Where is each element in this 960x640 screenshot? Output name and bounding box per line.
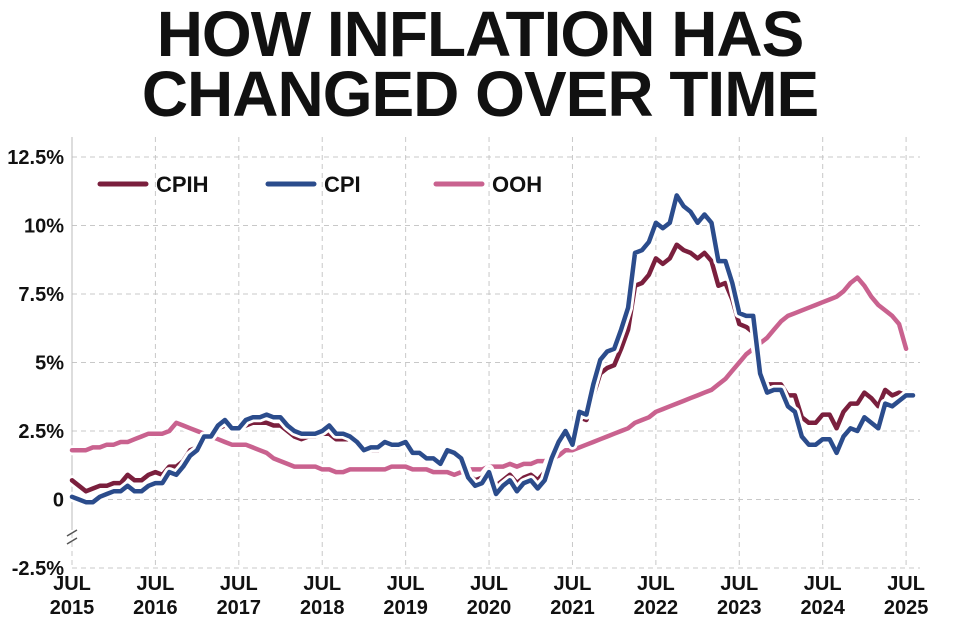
x-tick-label: JUL 2015 [50,573,95,619]
y-tick-label: 0 [53,490,64,512]
x-tick-label: JUL 2019 [383,573,428,619]
x-tick-label: JUL 2018 [300,573,345,619]
x-tick-label: JUL 2021 [550,573,595,619]
y-tick-label: -2.5% [12,558,64,580]
x-tick-label: JUL 2024 [800,573,845,619]
y-tick-label: 5% [35,353,64,375]
line-halo [67,190,918,508]
y-tick-label: 10% [24,216,64,238]
y-tick-label: 7.5% [18,284,64,306]
x-tick-label: JUL 2025 [884,573,929,619]
x-tick-label: JUL 2017 [217,573,262,619]
y-tick-label: 2.5% [18,421,64,443]
line [69,193,916,505]
x-tick-label: JUL 2022 [634,573,679,619]
axis-break [66,529,78,545]
y-tick-label: 12.5% [7,147,64,169]
x-tick-label: JUL 2023 [717,573,762,619]
x-tick-label: JUL 2020 [467,573,512,619]
legend-label: OOH [492,172,542,197]
chart-title: HOW INFLATION HAS CHANGED OVER TIME [141,0,819,130]
legend-label: CPIH [156,172,209,197]
x-tick-label: JUL 2016 [133,573,178,619]
legend-label: CPI [324,172,361,197]
